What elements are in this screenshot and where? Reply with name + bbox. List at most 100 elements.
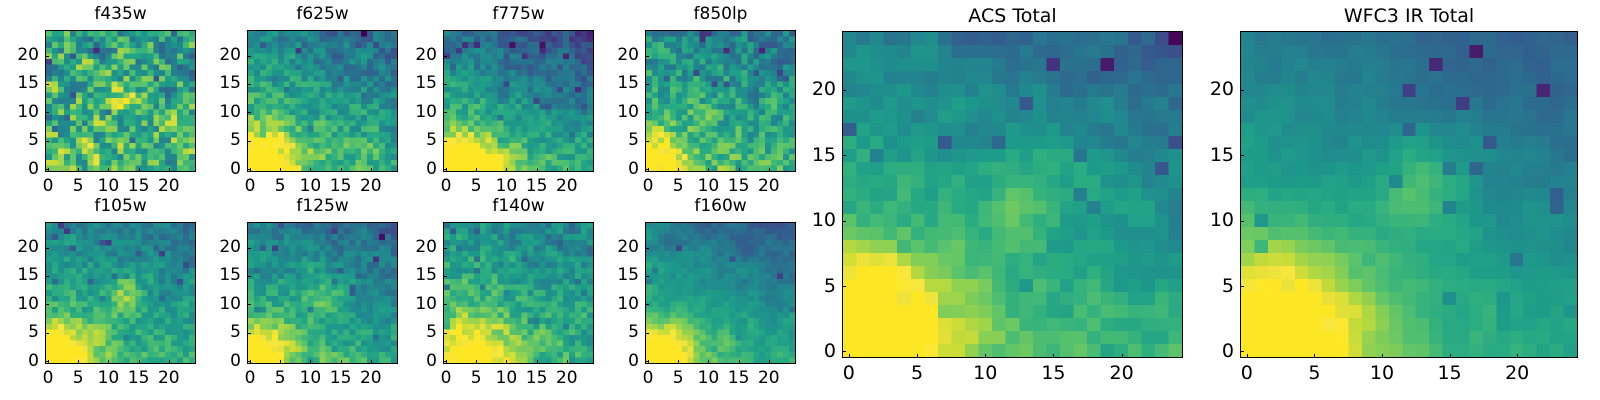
heatmap-f160w[interactable]	[645, 222, 796, 364]
y-tickmark-f435w	[45, 112, 49, 114]
y-tickmark-f160w	[645, 332, 649, 334]
heatmap-acs-total[interactable]	[842, 31, 1183, 358]
y-tickmark-f105w	[45, 361, 49, 363]
y-tick-label-f775w: 0	[426, 158, 437, 179]
y-tick-label-wfc3-ir-total: 10	[1209, 209, 1234, 232]
panel-f435w: f435w	[0, 0, 220, 200]
x-tick-label-f625w: 0	[244, 176, 256, 196]
heatmap-wfc3-ir-total[interactable]	[1240, 31, 1578, 358]
y-tick-label-f105w: 5	[28, 322, 39, 343]
y-tick-label-f105w: 0	[28, 350, 39, 371]
y-tick-label-f435w: 5	[28, 130, 39, 151]
heatmap-f435w[interactable]	[45, 30, 196, 172]
heatmap-f105w[interactable]	[45, 222, 196, 364]
y-tickmark-acs-total	[842, 155, 846, 157]
y-tick-label-f125w: 15	[219, 265, 241, 286]
x-tickmark-acs-total	[985, 354, 987, 358]
x-tick-label-f775w: 20	[555, 176, 578, 196]
x-tickmark-f140w	[506, 360, 508, 364]
x-tick-label-f125w: 5	[274, 368, 286, 388]
y-tickmark-f850lp	[645, 140, 649, 142]
x-tick-label-f435w: 15	[127, 176, 150, 196]
x-tick-label-f125w: 20	[359, 368, 382, 388]
panel-title-f850lp: f850lp	[693, 4, 748, 24]
x-tick-label-f140w: 10	[495, 368, 518, 388]
y-tickmark-f125w	[247, 247, 251, 249]
panel-f125w: f125w	[0, 0, 420, 400]
panel-title-wfc3-ir-total: WFC3 IR Total	[1343, 5, 1475, 27]
heatmap-f775w[interactable]	[443, 30, 594, 172]
y-tickmark-f105w	[45, 275, 49, 277]
x-tickmark-f125w	[280, 360, 282, 364]
x-tickmark-f160w	[768, 360, 770, 364]
panel-title-f125w: f125w	[296, 196, 349, 216]
y-tickmark-f435w	[45, 169, 49, 171]
x-tick-label-f850lp: 5	[672, 176, 684, 196]
x-tickmark-f625w	[280, 168, 282, 172]
y-tick-label-wfc3-ir-total: 20	[1209, 78, 1234, 101]
y-tick-label-f160w: 10	[617, 293, 639, 314]
heatmap-f125w[interactable]	[247, 222, 398, 364]
x-tickmark-f125w	[370, 360, 372, 364]
heatmap-f140w[interactable]	[443, 222, 594, 364]
panel-title-f435w: f435w	[94, 4, 147, 24]
y-tickmark-f140w	[443, 332, 447, 334]
x-tick-label-f160w: 0	[642, 368, 654, 388]
y-tickmark-f435w	[45, 140, 49, 142]
y-tick-label-f435w: 0	[28, 158, 39, 179]
x-tick-label-f435w: 0	[42, 176, 54, 196]
x-tick-label-f435w: 20	[157, 176, 180, 196]
y-tickmark-f850lp	[645, 112, 649, 114]
y-tickmark-f125w	[247, 275, 251, 277]
x-tick-label-f775w: 15	[525, 176, 548, 196]
x-tickmark-f850lp	[768, 168, 770, 172]
x-tickmark-f160w	[678, 360, 680, 364]
x-tick-label-f160w: 5	[672, 368, 684, 388]
y-tick-label-f625w: 10	[219, 101, 241, 122]
x-tickmark-f775w	[476, 168, 478, 172]
panel-title-acs-total: ACS Total	[968, 5, 1057, 27]
y-tick-label-f435w: 15	[17, 73, 39, 94]
y-tick-label-f850lp: 10	[617, 101, 639, 122]
y-tick-label-f625w: 0	[230, 158, 241, 179]
y-tickmark-f775w	[443, 140, 447, 142]
x-tickmark-f625w	[310, 168, 312, 172]
x-tickmark-wfc3-ir-total	[1381, 354, 1383, 358]
y-tick-label-f435w: 20	[17, 45, 39, 66]
x-tick-label-f160w: 20	[757, 368, 780, 388]
y-tick-label-f105w: 20	[17, 237, 39, 258]
heatmap-f850lp[interactable]	[645, 30, 796, 172]
y-tick-label-f850lp: 0	[628, 158, 639, 179]
y-tick-label-f160w: 5	[628, 322, 639, 343]
x-tickmark-wfc3-ir-total	[1314, 354, 1316, 358]
x-tickmark-f435w	[108, 168, 110, 172]
heatmap-f625w[interactable]	[247, 30, 398, 172]
y-tickmark-wfc3-ir-total	[1240, 286, 1244, 288]
x-tickmark-f140w	[566, 360, 568, 364]
y-tickmark-f125w	[247, 361, 251, 363]
x-tickmark-f105w	[168, 360, 170, 364]
y-tickmark-f140w	[443, 304, 447, 306]
panel-f625w: f625w	[0, 0, 420, 200]
y-tickmark-f160w	[645, 361, 649, 363]
x-tickmark-f435w	[138, 168, 140, 172]
y-tick-label-f125w: 20	[219, 237, 241, 258]
x-tickmark-f775w	[506, 168, 508, 172]
y-tick-label-f125w: 10	[219, 293, 241, 314]
x-tickmark-f850lp	[708, 168, 710, 172]
y-tick-label-f775w: 10	[415, 101, 437, 122]
x-tick-label-acs-total: 0	[842, 362, 855, 384]
x-tickmark-f125w	[340, 360, 342, 364]
x-tickmark-wfc3-ir-total	[1246, 354, 1248, 358]
x-tickmark-f160w	[738, 360, 740, 364]
x-tick-label-wfc3-ir-total: 5	[1308, 362, 1321, 384]
y-tickmark-wfc3-ir-total	[1240, 89, 1244, 91]
y-tickmark-wfc3-ir-total	[1240, 220, 1244, 222]
x-tickmark-acs-total	[848, 354, 850, 358]
x-tickmark-f105w	[138, 360, 140, 364]
y-tick-label-f140w: 10	[415, 293, 437, 314]
x-tick-label-f105w: 0	[42, 368, 54, 388]
x-tick-label-f850lp: 0	[642, 176, 654, 196]
